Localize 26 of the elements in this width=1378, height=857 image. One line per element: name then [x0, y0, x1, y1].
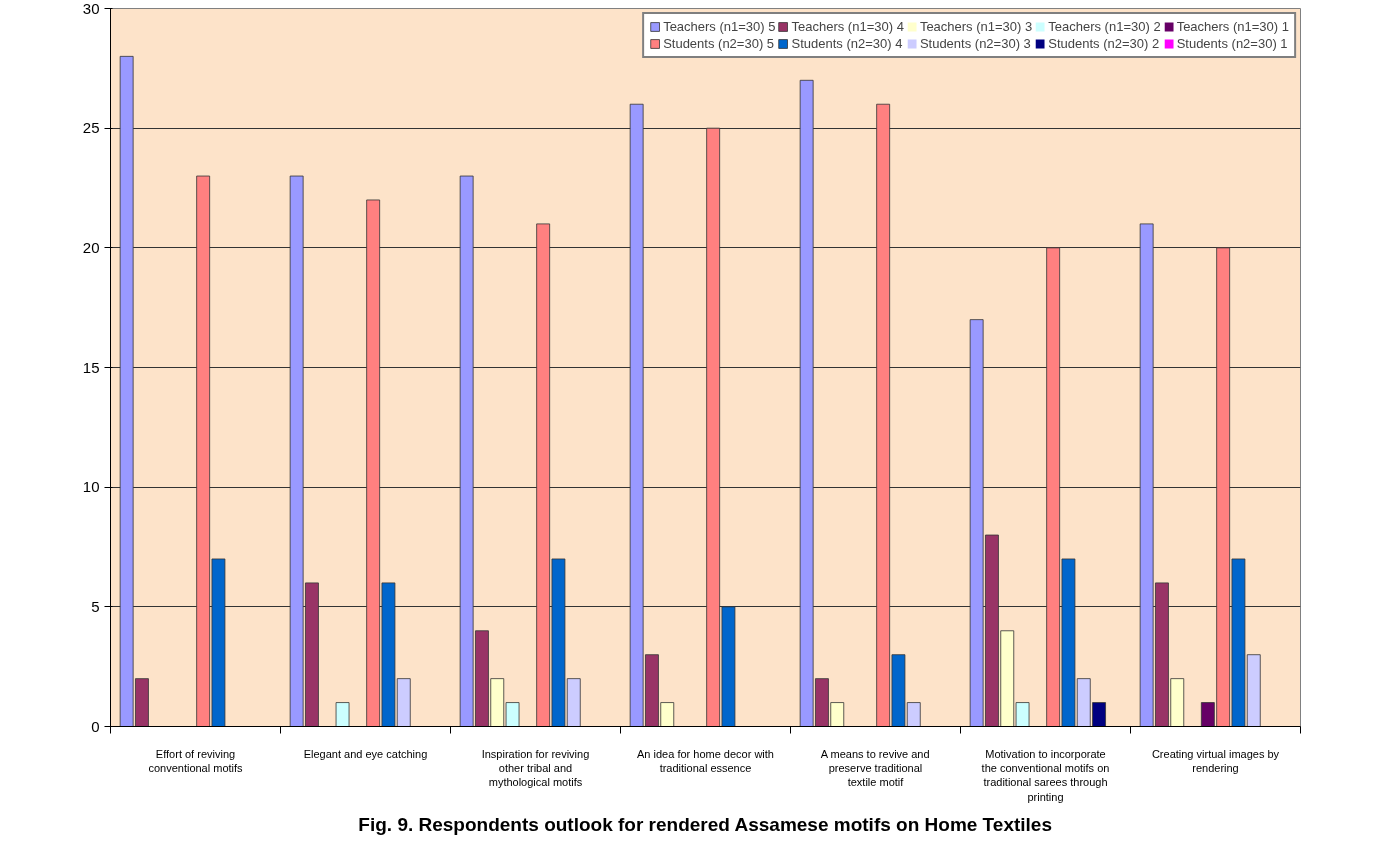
- legend-label: Teachers (n1=30) 3: [919, 19, 1033, 34]
- text: Fig. 9. Respondents outlook for rendered Assamese motifs on Home Textiles: [358, 813, 1052, 835]
- x-tick-label: Effort of reviving conventional motifs: [148, 747, 244, 774]
- y-tick-label: 25: [82, 119, 100, 137]
- x-tick-label: Elegant and eye catching: [303, 747, 428, 760]
- y-tick-label: 30: [82, 0, 100, 17]
- x-tick-label: Creating virtual images by rendering: [1151, 747, 1280, 774]
- bar: [335, 702, 350, 727]
- legend-label: Students (n2=30) 1: [1176, 36, 1288, 51]
- legend-label: Students (n2=30) 5: [663, 36, 775, 51]
- legend-label: Students (n2=30) 4: [791, 36, 903, 51]
- legend-label: Teachers (n1=30) 1: [1176, 19, 1289, 34]
- x-tick-label: Inspiration for reviving other tribal and mythological motifs: [481, 747, 590, 789]
- y-tick-label: 5: [91, 597, 100, 615]
- legend-label: Students (n2=30) 3: [919, 36, 1031, 51]
- y-tick-label: 20: [82, 238, 100, 256]
- x-tick-label: Motivation to incorporate the conventional motifs on traditional sarees through printing: [981, 747, 1110, 803]
- x-tick-label: An idea for home decor with traditional essence: [637, 747, 774, 774]
- legend-label: Teachers (n1=30) 2: [1048, 19, 1161, 34]
- y-tick-label: 0: [91, 717, 100, 735]
- x-tick-label: A means to revive and preserve traditional textile motif: [820, 747, 930, 789]
- y-tick-label: 15: [82, 358, 100, 376]
- legend-label: Teachers (n1=30) 4: [791, 19, 904, 34]
- legend-label: Students (n2=30) 2: [1048, 36, 1160, 51]
- legend-label: Teachers (n1=30) 5: [663, 19, 776, 34]
- y-tick-label: 10: [82, 478, 100, 496]
